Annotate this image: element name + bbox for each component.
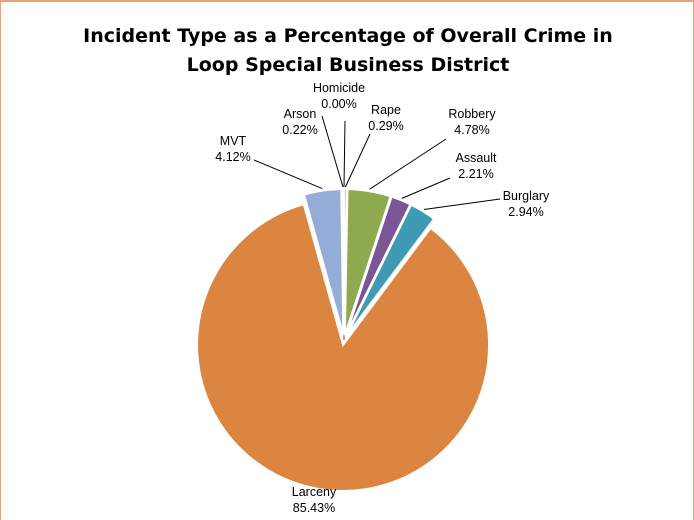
pie-slice-arson xyxy=(340,187,345,336)
leader-line-homicide xyxy=(343,120,346,188)
data-label-name-robbery: Robbery xyxy=(448,107,496,121)
data-label-name-assault: Assault xyxy=(456,151,498,165)
data-label-value-burglary: 2.94% xyxy=(508,205,543,219)
pie-slice-burglary xyxy=(345,203,436,337)
data-label-name-larceny: Larceny xyxy=(292,485,337,499)
leader-line-mvt xyxy=(253,159,323,190)
leader-line-assault xyxy=(401,177,451,199)
data-label-name-homicide: Homicide xyxy=(313,81,365,95)
data-label-value-assault: 2.21% xyxy=(458,167,493,181)
data-label-name-burglary: Burglary xyxy=(503,189,550,203)
data-label-value-mvt: 4.12% xyxy=(215,150,250,164)
chart-title: Incident Type as a Percentage of Overall… xyxy=(1,22,694,80)
data-label-value-homicide: 0.00% xyxy=(321,97,356,111)
pie-slice-larceny xyxy=(196,203,490,492)
chart-title-line-2: Loop Special Business District xyxy=(186,54,510,76)
data-label-value-robbery: 4.78% xyxy=(454,123,489,137)
leader-line-arson xyxy=(321,115,344,188)
leader-line-rape xyxy=(344,133,371,188)
data-label-value-larceny: 85.43% xyxy=(293,501,335,515)
data-label-name-arson: Arson xyxy=(284,107,317,121)
chart-title-line-1: Incident Type as a Percentage of Overall… xyxy=(83,25,613,47)
data-label-value-rape: 0.29% xyxy=(368,119,403,133)
data-label-value-arson: 0.22% xyxy=(282,123,317,137)
leader-line-burglary xyxy=(423,198,501,211)
data-label-name-mvt: MVT xyxy=(220,134,247,148)
leader-line-robbery xyxy=(369,138,447,190)
data-label-name-rape: Rape xyxy=(371,103,401,117)
pie-slice-robbery xyxy=(343,188,392,336)
